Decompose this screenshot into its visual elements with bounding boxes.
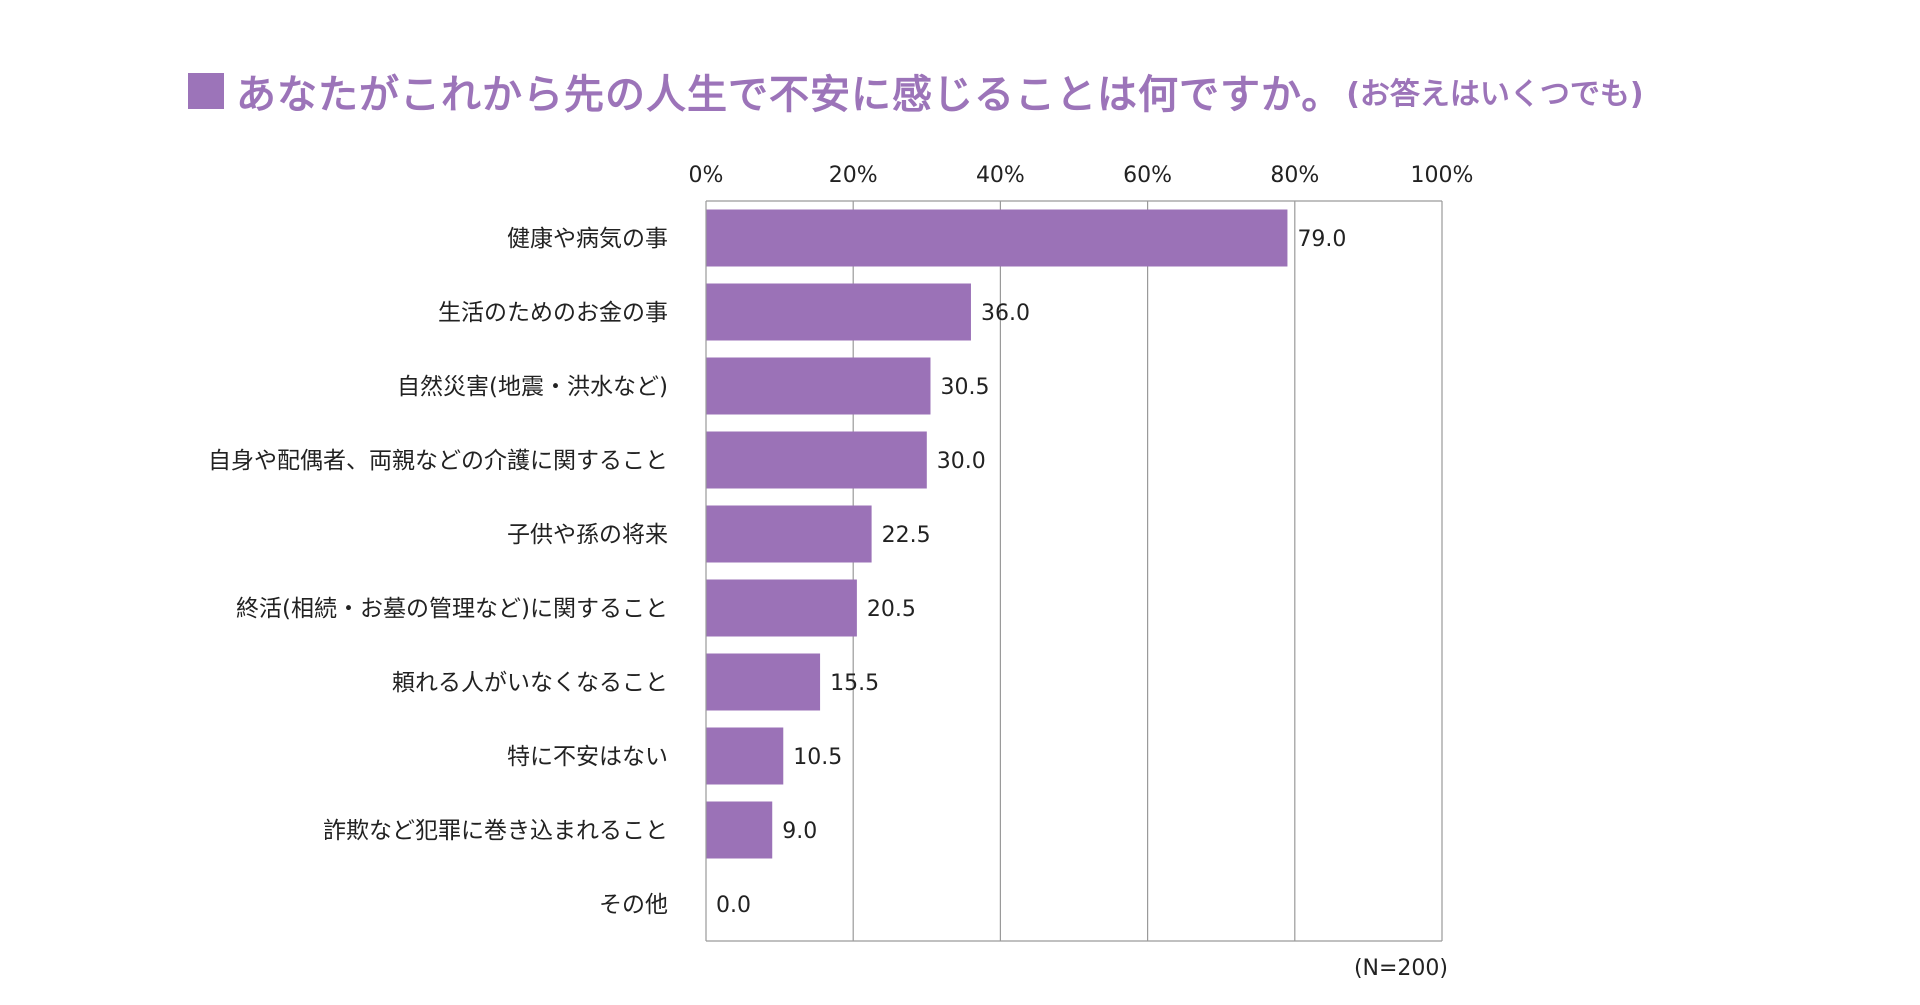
x-tick-label: 80% — [1270, 163, 1319, 188]
category-label: 子供や孫の将来 — [507, 522, 668, 548]
category-label: 終活(相続・お墓の管理など)に関すること — [236, 596, 668, 622]
category-label: 生活のためのお金の事 — [438, 300, 668, 326]
bar — [706, 801, 773, 859]
sample-size-note: (N=200) — [1354, 956, 1448, 981]
x-tick-label: 20% — [829, 163, 878, 188]
data-label: 79.0 — [1297, 227, 1346, 252]
data-label: 15.5 — [830, 671, 879, 696]
data-label: 36.0 — [981, 301, 1030, 326]
bar — [706, 209, 1288, 267]
data-label: 22.5 — [882, 523, 931, 548]
bar — [706, 727, 784, 785]
title-main: あなたがこれから先の人生で不安に感じることは何ですか。 — [236, 72, 1343, 118]
data-label: 30.0 — [937, 449, 986, 474]
data-label: 30.5 — [940, 375, 989, 400]
x-tick-label: 100% — [1411, 163, 1474, 188]
data-label: 9.0 — [782, 819, 817, 844]
title-square-icon — [188, 73, 224, 109]
bar — [706, 653, 821, 711]
bar — [706, 283, 971, 341]
category-label: 特に不安はない — [507, 744, 668, 770]
bar — [706, 505, 872, 563]
chart-title: あなたがこれから先の人生で不安に感じることは何ですか。 (お答えはいくつでも) — [188, 62, 1644, 120]
x-tick-label: 60% — [1123, 163, 1172, 188]
x-tick-label: 40% — [976, 163, 1025, 188]
bar — [706, 579, 857, 637]
x-tick-label: 0% — [689, 163, 724, 188]
category-label: 健康や病気の事 — [507, 226, 668, 252]
category-label: 詐欺など犯罪に巻き込まれること — [323, 818, 668, 844]
bar — [706, 357, 931, 415]
bar — [706, 431, 927, 489]
data-label: 0.0 — [716, 893, 751, 918]
category-label: その他 — [599, 892, 668, 918]
data-label: 10.5 — [793, 745, 842, 770]
title-sub: (お答えはいくつでも) — [1346, 77, 1644, 112]
category-label: 頼れる人がいなくなること — [392, 670, 668, 696]
data-label: 20.5 — [867, 597, 916, 622]
category-label: 自然災害(地震・洪水など) — [397, 374, 668, 400]
category-label: 自身や配偶者、両親などの介護に関すること — [208, 448, 668, 474]
